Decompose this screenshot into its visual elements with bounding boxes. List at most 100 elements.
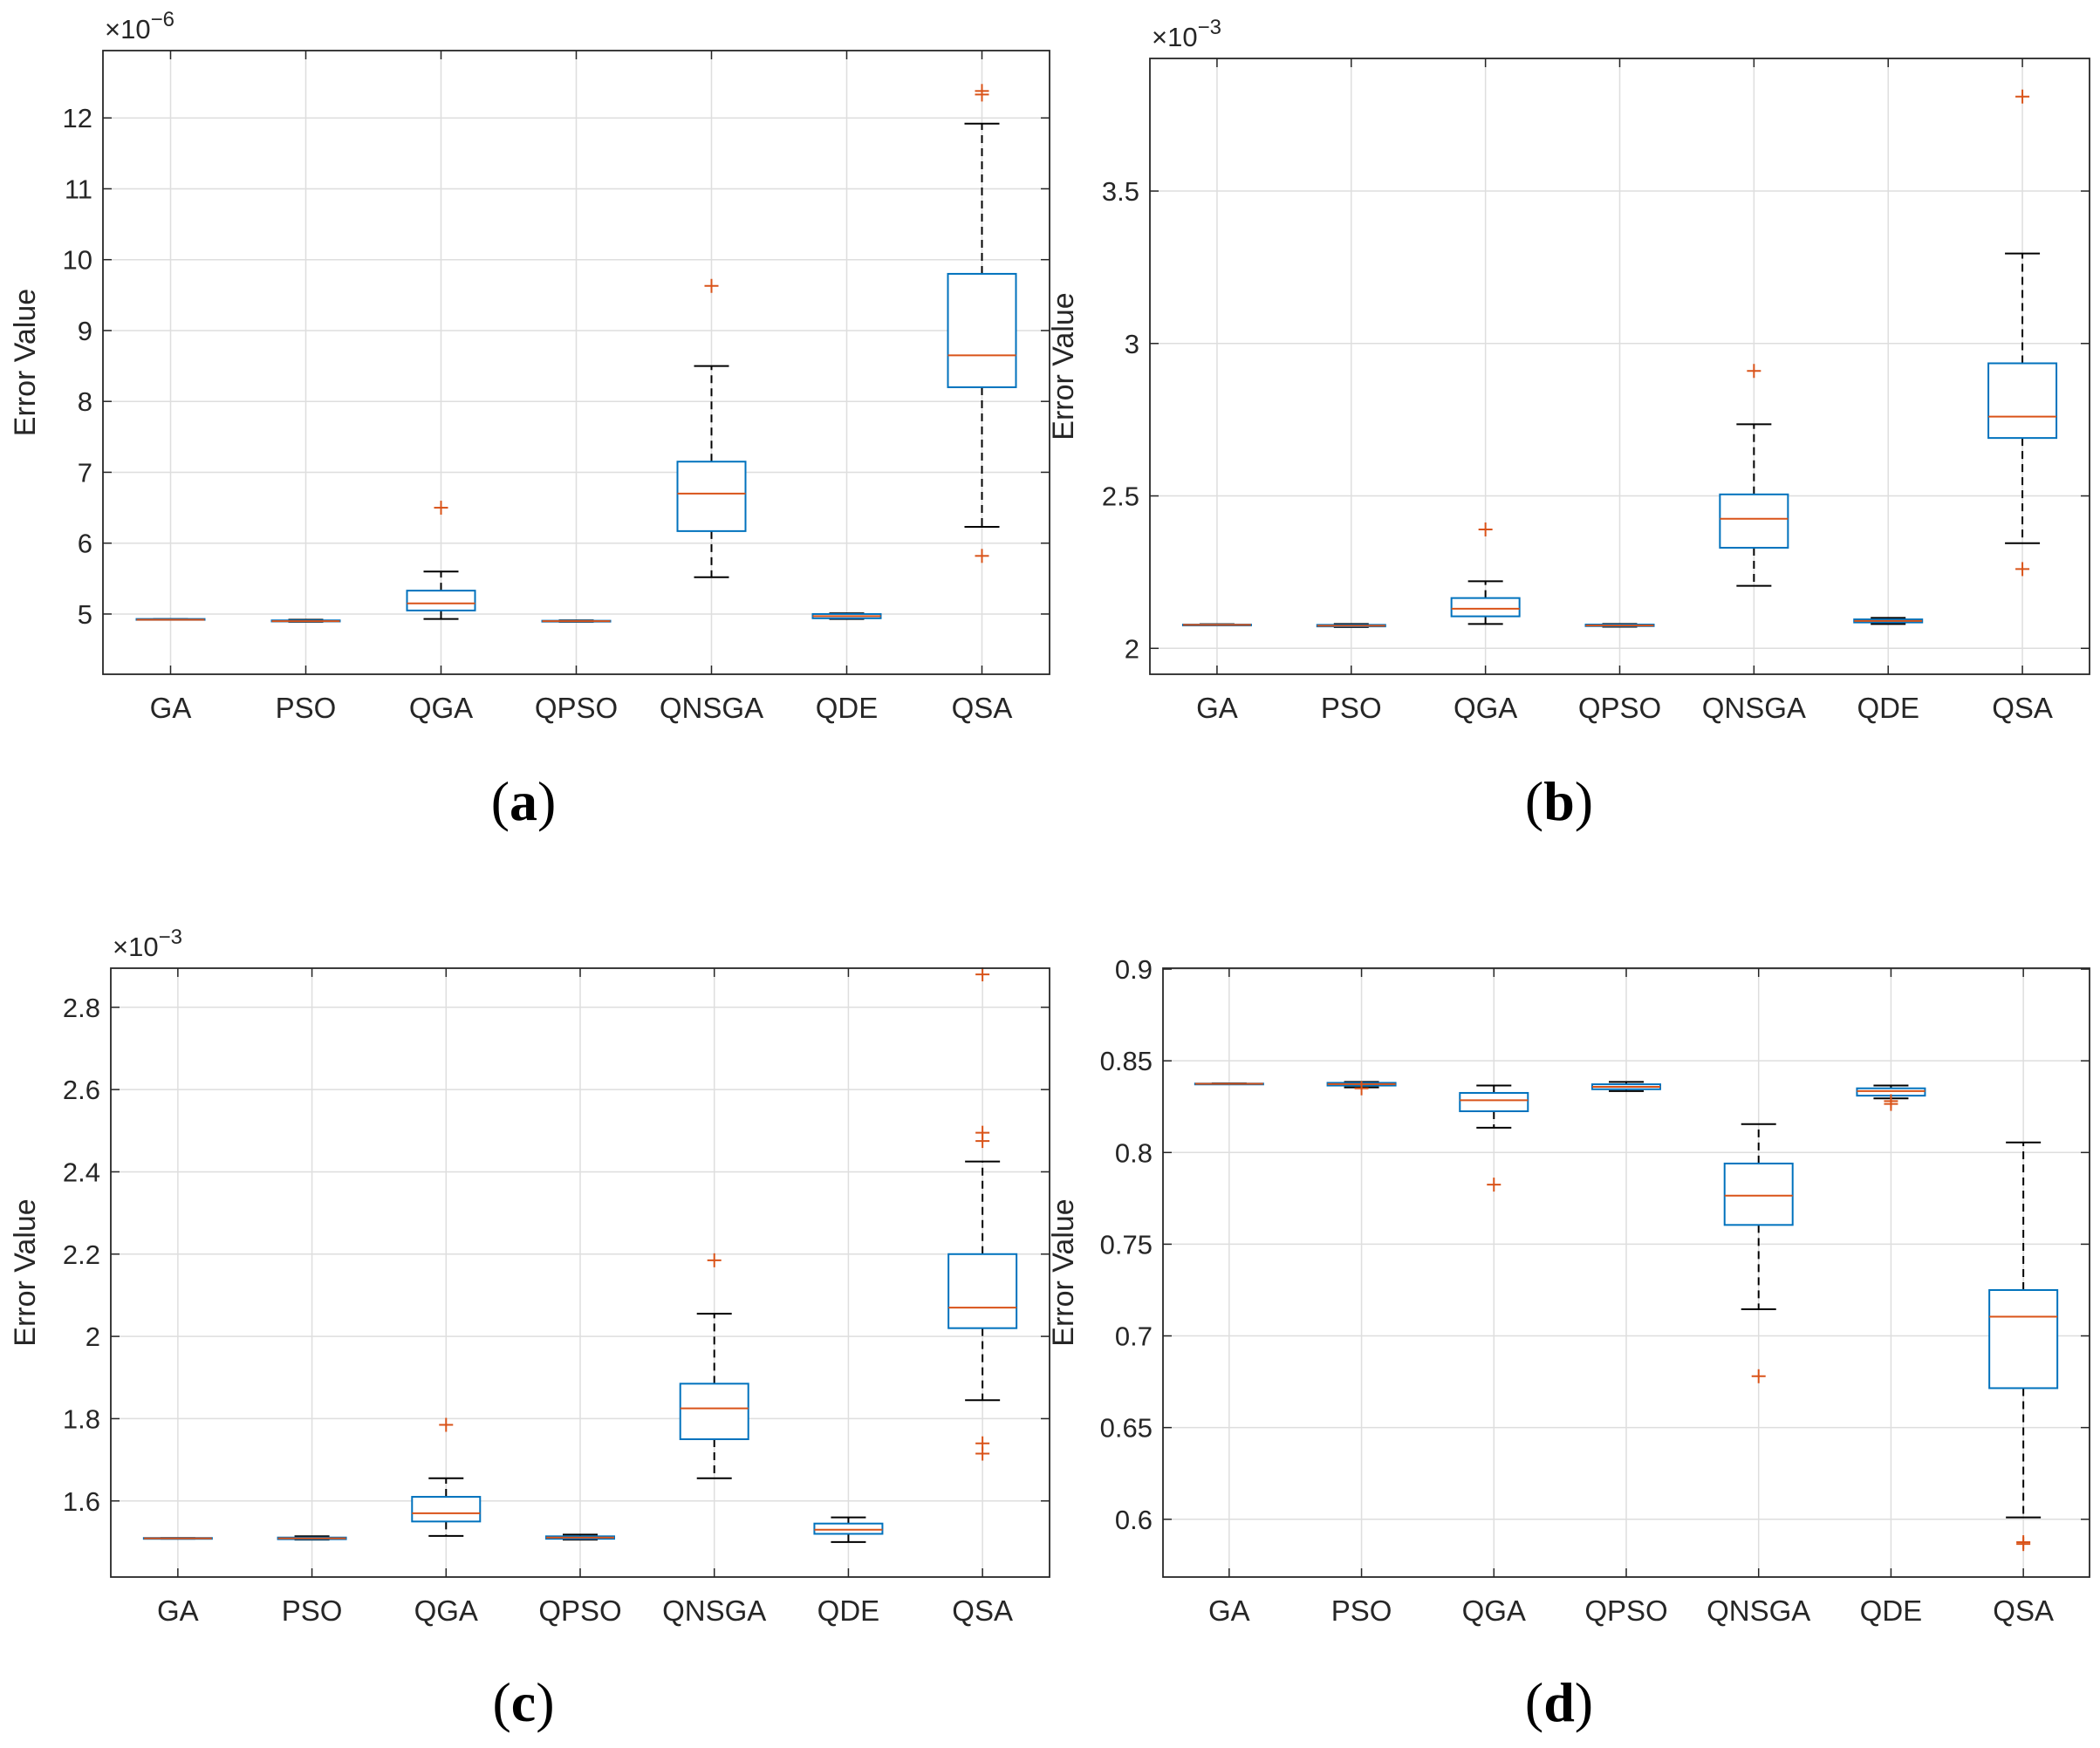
iqr-box	[1450, 597, 1521, 618]
x-tick-label-qga: QGA	[1462, 1594, 1526, 1627]
outlier-marker	[2016, 1537, 2031, 1552]
x-tick-label-qga: QGA	[414, 1594, 478, 1627]
x-tick-label-pso: PSO	[1321, 692, 1382, 724]
box-qsa	[1988, 1141, 2059, 1552]
x-tick-label-qga: QGA	[409, 692, 473, 724]
x-tick-label-qnsga: QNSGA	[1707, 1594, 1810, 1627]
iqr-box	[411, 1496, 482, 1523]
box-ga	[142, 1537, 213, 1540]
x-tick-label-qpso: QPSO	[1578, 692, 1661, 724]
panel-d: 0.6 0.65 0.7 0.75 0.8 0.85 0.9 GA PSO QGA QPSO QNSG…	[1047, 954, 2090, 1733]
panel-caption: (d)	[1525, 1671, 1593, 1733]
y-tick-label: 9	[78, 316, 92, 346]
y-axis-label: Error Value	[1047, 1198, 1080, 1346]
x-tick-label-qpso: QPSO	[538, 1594, 621, 1627]
outlier-marker	[975, 967, 990, 982]
y-tick-label: 0.75	[1100, 1229, 1153, 1260]
x-tick-label-qde: QDE	[816, 692, 879, 724]
box-qsa	[947, 84, 1017, 563]
outlier-marker	[1884, 1096, 1898, 1111]
y-tick-label: 1.6	[63, 1486, 100, 1517]
x-tick-label-qde: QDE	[817, 1594, 880, 1627]
outlier-marker	[975, 549, 989, 563]
box-pso	[1326, 1081, 1397, 1096]
y-tick-label: 0.7	[1115, 1321, 1153, 1352]
y-tick-label: 0.65	[1100, 1413, 1153, 1444]
outlier-marker	[439, 1417, 454, 1432]
y-tick-label: 0.85	[1100, 1046, 1153, 1076]
box-qsa	[947, 967, 1018, 1461]
x-tick-label-qsa: QSA	[952, 692, 1013, 724]
iqr-box	[676, 461, 747, 532]
x-tick-label-pso: PSO	[282, 1594, 343, 1627]
axes-frame	[110, 967, 1050, 1578]
panel-caption: (b)	[1525, 770, 1593, 832]
x-tick-label-qnsga: QNSGA	[660, 692, 763, 724]
x-tick-label-qnsga: QNSGA	[1702, 692, 1806, 724]
outlier-marker	[2015, 562, 2030, 577]
x-tick-label-qsa: QSA	[952, 1594, 1013, 1627]
y-tick-label: 2	[86, 1321, 100, 1352]
y-tick-label: 10	[63, 245, 92, 276]
x-tick-label-qsa: QSA	[1992, 692, 2053, 724]
box-qnsga	[1719, 364, 1789, 587]
box-qnsga	[676, 278, 747, 578]
outlier-marker	[704, 278, 719, 293]
box-qpso	[1584, 623, 1655, 628]
y-tick-label: 11	[65, 174, 92, 204]
x-tick-label-qde: QDE	[1857, 692, 1919, 724]
x-tick-label-ga: GA	[1196, 692, 1238, 724]
box-qde	[813, 1516, 884, 1543]
iqr-box	[679, 1383, 749, 1441]
x-tick-label-qsa: QSA	[1993, 1594, 2054, 1627]
y-tick-label: 2.8	[63, 993, 100, 1023]
box-ga	[135, 618, 206, 621]
y-tick-label: 2.2	[63, 1239, 100, 1270]
iqr-box	[1719, 493, 1789, 549]
outlier-marker	[1487, 1178, 1501, 1192]
box-qga	[1450, 522, 1521, 625]
box-pso	[270, 618, 341, 623]
box-qnsga	[1723, 1123, 1794, 1383]
y-tick-label: 8	[78, 386, 92, 417]
box-qsa	[1987, 89, 2058, 577]
box-qga	[406, 501, 476, 620]
box-qpso	[541, 619, 612, 623]
y-tick-label: 2	[1125, 633, 1139, 664]
panel-caption: (c)	[492, 1671, 554, 1733]
panel-caption: (a)	[491, 770, 557, 832]
outlier-marker	[1751, 1369, 1766, 1383]
y-tick-label: 3	[1125, 329, 1139, 359]
x-tick-label-pso: PSO	[276, 692, 337, 724]
y-axis-label: Error Value	[9, 289, 42, 436]
x-tick-label-qde: QDE	[1860, 1594, 1923, 1627]
box-qpso	[545, 1533, 615, 1541]
x-tick-label-pso: PSO	[1331, 1594, 1392, 1627]
iqr-box	[1988, 1288, 2059, 1390]
x-tick-label-ga: GA	[1208, 1594, 1250, 1627]
axes-frame	[102, 50, 1050, 675]
exponent-label: ×10−3	[1152, 16, 1221, 52]
axes-frame	[1149, 58, 2090, 675]
outlier-marker	[1478, 522, 1493, 536]
panel-c: 1.6 1.8 2 2.2 2.4 2.6 2.8 GA PSO QGA QPSO QNSGA QDE Q…	[9, 925, 1050, 1733]
iqr-box	[813, 1522, 884, 1535]
box-qde	[811, 612, 882, 620]
panel-a: 5 6 7 8 9 10 11 12 GA PSO QGA QPSO QNSGA QDE QSA ×10−6 E…	[9, 8, 1050, 832]
outlier-marker	[1354, 1081, 1369, 1096]
y-tick-label: 1.8	[63, 1403, 100, 1434]
box-qga	[1459, 1084, 1529, 1192]
outlier-marker	[975, 1134, 990, 1149]
y-tick-label: 0.9	[1115, 954, 1153, 985]
box-qga	[411, 1417, 482, 1537]
x-tick-label-qpso: QPSO	[1584, 1594, 1667, 1627]
y-tick-label: 12	[63, 103, 92, 133]
iqr-box	[947, 1253, 1018, 1329]
axes-frame	[1162, 967, 2090, 1578]
box-ga	[1194, 1082, 1264, 1086]
outlier-marker	[2015, 89, 2030, 104]
y-tick-label: 7	[78, 457, 92, 488]
iqr-box	[406, 590, 476, 611]
outlier-marker	[1747, 364, 1761, 379]
